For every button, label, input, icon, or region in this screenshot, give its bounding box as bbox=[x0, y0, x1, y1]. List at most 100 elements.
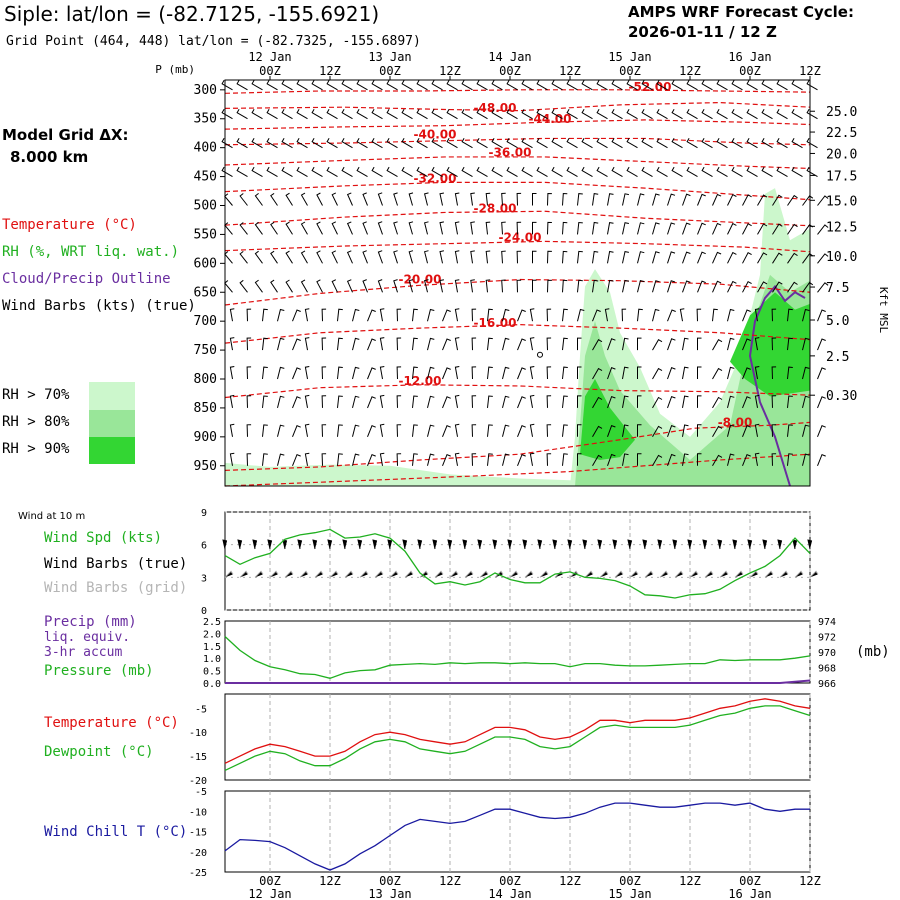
wind-barb bbox=[746, 80, 758, 91]
wind-barb bbox=[285, 279, 293, 293]
wind-barb bbox=[607, 222, 614, 235]
wind-ytick-label: 9 bbox=[201, 508, 207, 519]
wind-barb bbox=[679, 308, 685, 322]
pressure-axis-unit: (mb) bbox=[856, 644, 890, 660]
wind-barb-10m-grid bbox=[329, 570, 339, 578]
wind-barb bbox=[546, 453, 552, 466]
wind-barb bbox=[652, 339, 663, 351]
wind-barb bbox=[656, 80, 668, 91]
wind-panel-frame bbox=[224, 511, 811, 611]
wind-speed-line bbox=[224, 528, 811, 599]
temp-panel-frame bbox=[224, 693, 811, 781]
date-tick-label-top: 12 Jan bbox=[248, 50, 291, 64]
wind-barb bbox=[431, 137, 443, 149]
wind-barb bbox=[277, 453, 285, 466]
wind-barb bbox=[546, 395, 552, 408]
wind-barb-10m bbox=[612, 539, 618, 550]
wind-barb-10m bbox=[297, 539, 303, 550]
wind-panel-title: Wind at 10 m bbox=[18, 511, 85, 522]
wind-barb-10m bbox=[537, 539, 543, 550]
wind-barb bbox=[746, 166, 758, 178]
wind-barb bbox=[379, 452, 385, 466]
wind-barb-10m bbox=[702, 539, 708, 550]
wind-barb bbox=[682, 453, 689, 466]
wind-barb bbox=[311, 108, 323, 120]
pressure-tick-label: 950 bbox=[194, 459, 217, 474]
wind-barb bbox=[292, 367, 301, 380]
wind-barb bbox=[487, 366, 493, 380]
wind-barb bbox=[731, 166, 743, 178]
calm-wind-marker bbox=[537, 351, 543, 358]
wind-barb bbox=[346, 279, 353, 293]
wind-barb bbox=[656, 108, 668, 120]
wind-barb bbox=[431, 80, 443, 91]
wind-barb bbox=[341, 108, 353, 120]
wind-barb bbox=[236, 80, 248, 91]
wind-barb bbox=[362, 250, 368, 264]
wind-barb bbox=[446, 80, 458, 91]
wind-barb bbox=[791, 166, 803, 178]
wind-barb bbox=[229, 452, 235, 466]
wind-barb bbox=[254, 250, 263, 264]
date-tick-label-bottom: 12 Jan bbox=[248, 887, 291, 900]
isotherm-label: -32.00 bbox=[414, 171, 457, 185]
wind-barb bbox=[626, 108, 638, 120]
wind-barb bbox=[454, 366, 460, 380]
legend-wind-barbs-true: Wind Barbs (true) bbox=[44, 556, 187, 572]
wind-barb bbox=[652, 396, 663, 409]
wind-barb bbox=[501, 279, 506, 293]
wind-barb-10m bbox=[507, 539, 513, 550]
wind-barb bbox=[270, 192, 278, 206]
wind-barb-10m-grid bbox=[659, 570, 669, 578]
wind-barb bbox=[470, 221, 475, 235]
wind-barb-10m-grid bbox=[539, 570, 549, 578]
legend-liq-equiv: liq. equiv. bbox=[44, 630, 130, 645]
wind-barb bbox=[221, 108, 233, 120]
wind-barb bbox=[517, 367, 526, 380]
wind-barb bbox=[727, 424, 735, 437]
wind-barb bbox=[761, 137, 773, 149]
wind-barb bbox=[817, 224, 829, 235]
wind-barb bbox=[757, 223, 768, 235]
wind-barb bbox=[652, 454, 663, 467]
wind-barb bbox=[817, 282, 829, 293]
precip-ytick-label: 1.5 bbox=[203, 642, 221, 653]
wind-barb bbox=[416, 137, 428, 149]
forecast-cycle-label: AMPS WRF Forecast Cycle: bbox=[628, 3, 854, 21]
wind-barb bbox=[266, 80, 278, 91]
temp-ytick-label: -10 bbox=[189, 728, 207, 739]
wind-barb bbox=[352, 395, 360, 409]
wind-barb-10m-grid bbox=[359, 570, 369, 578]
wind-barb bbox=[270, 279, 278, 293]
wind-barb bbox=[470, 250, 475, 264]
wind-barb bbox=[471, 453, 477, 466]
wind-barb bbox=[611, 80, 623, 91]
wind-barb bbox=[697, 222, 706, 235]
wind-barb bbox=[427, 308, 435, 322]
wind-barb bbox=[446, 137, 458, 149]
wind-barb bbox=[697, 337, 702, 351]
date-tick-label-top: 16 Jan bbox=[728, 50, 771, 64]
wind-barb bbox=[516, 221, 522, 235]
wind-barb-10m bbox=[357, 539, 363, 550]
wind-barb bbox=[697, 395, 702, 408]
wind-barb-10m bbox=[462, 539, 468, 550]
wind-barb bbox=[471, 308, 477, 322]
wind-barb bbox=[367, 309, 376, 322]
isotherm-line-5 bbox=[224, 181, 811, 201]
wind-barb bbox=[277, 308, 285, 322]
wind-barb-10m bbox=[567, 539, 573, 550]
wind-barb-10m bbox=[522, 539, 528, 550]
wind-barb bbox=[439, 221, 445, 235]
wind-barb bbox=[331, 192, 338, 206]
wind-barb bbox=[754, 423, 760, 437]
wind-barb-10m-grid bbox=[599, 570, 609, 578]
wind-barb bbox=[712, 308, 718, 322]
wind-barb bbox=[442, 396, 451, 409]
pressure-tick-label: 850 bbox=[194, 401, 217, 416]
wind-barb bbox=[547, 279, 552, 293]
isotherm-label: -12.00 bbox=[399, 374, 442, 388]
wind-barb-10m-grid bbox=[314, 570, 324, 578]
isotherm-label: -40.00 bbox=[414, 127, 457, 141]
wind-barb-10m bbox=[597, 539, 603, 550]
